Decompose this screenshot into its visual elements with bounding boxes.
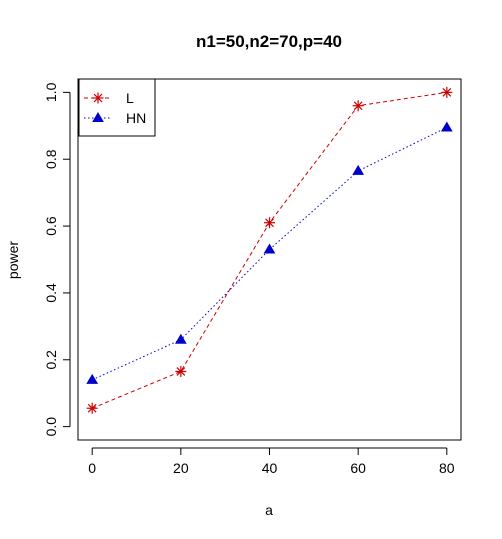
legend-marker [92,92,104,104]
x-tick-label: 0 [88,460,96,476]
y-tick-label: 0.2 [43,350,59,370]
plot-frame [77,78,462,441]
data-point-L [352,100,364,112]
y-tick-label: 0.8 [43,149,59,169]
legend-marker [92,112,104,122]
legend-item-HN: HN [84,110,146,126]
y-axis: 0.0 0.2 0.4 0.6 0.8 1.0 [43,82,71,437]
series-line-HN [91,127,448,381]
y-tick-label: 0.4 [43,283,59,303]
x-axis-label: a [265,502,273,518]
legend-item-L: L [84,90,134,106]
x-tick-label: 60 [350,460,366,476]
y-axis-label: power [5,241,21,279]
series-layer [86,86,453,414]
series-L [86,86,453,414]
legend-label: L [126,90,134,106]
data-point-L [441,86,453,98]
chart-title: n1=50,n2=70,p=40 [196,32,342,51]
data-point-HN [263,243,276,254]
x-tick-label: 20 [173,460,189,476]
data-point-HN [440,121,453,132]
y-tick-label: 0.0 [43,417,59,437]
legend-label: HN [126,110,146,126]
x-tick-label: 40 [262,460,278,476]
data-point-HN [174,333,187,344]
legend: L HN [78,78,156,137]
data-point-HN [86,373,99,384]
y-tick-label: 0.6 [43,216,59,236]
legend-box [78,78,156,137]
series-HN [86,121,453,384]
data-point-L [264,217,275,229]
data-point-L [175,365,187,377]
x-axis: 0 20 40 60 80 [88,447,455,476]
data-point-L [86,402,98,414]
data-point-HN [352,164,365,175]
x-tick-label: 80 [439,460,455,476]
y-tick-label: 1.0 [43,82,59,102]
